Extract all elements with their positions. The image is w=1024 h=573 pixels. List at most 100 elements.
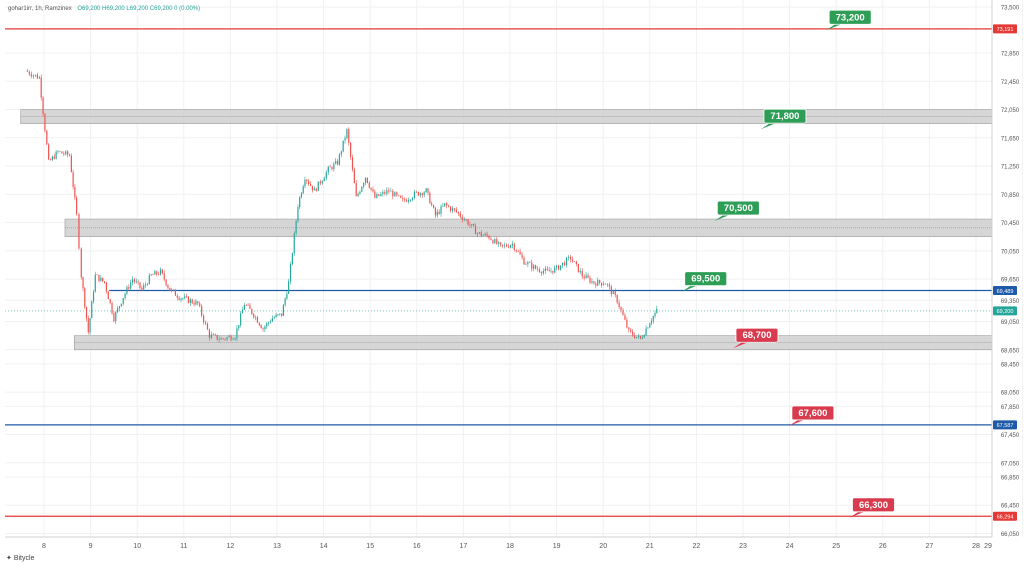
candle-body: [583, 276, 585, 279]
candle-body: [40, 77, 42, 98]
candle-body: [137, 281, 139, 283]
candle-body: [565, 257, 568, 266]
candle-body: [144, 284, 147, 286]
candle-body: [544, 268, 546, 271]
candle-body: [115, 312, 117, 322]
candle-body: [579, 270, 581, 273]
candle-body: [382, 191, 384, 194]
candle-body: [126, 287, 128, 294]
candle-body: [614, 291, 616, 296]
candle-body: [386, 190, 388, 194]
x-tick-label: 17: [460, 543, 468, 550]
axis-price-tag: [993, 511, 1017, 521]
candle-body: [251, 309, 253, 314]
candle-body: [559, 265, 562, 270]
candle-body: [622, 310, 624, 316]
candle-body: [408, 200, 410, 202]
candle-body: [478, 232, 480, 234]
candle-body: [249, 305, 251, 310]
candle-body: [203, 315, 205, 323]
candle-body: [293, 233, 295, 254]
candle-body: [606, 283, 609, 285]
candle-body: [368, 182, 370, 188]
candle-body: [268, 322, 270, 324]
x-tick-label: 8: [42, 543, 46, 550]
candle-body: [321, 181, 323, 184]
candle-body: [258, 322, 260, 326]
axis-price-tag-label: 66,294: [997, 515, 1014, 521]
candle-body: [620, 307, 622, 311]
candle-body: [351, 157, 354, 170]
candle-body: [124, 293, 126, 299]
candle-body: [163, 273, 165, 280]
candle-body: [111, 303, 113, 314]
candle-body: [492, 240, 494, 244]
candle-body: [152, 274, 154, 276]
candle-body: [113, 313, 115, 322]
candle-body: [361, 186, 363, 192]
candle-body: [44, 114, 46, 131]
x-tick-label: 10: [133, 543, 141, 550]
candle-body: [406, 200, 408, 202]
candle-body: [404, 199, 406, 201]
candle-body: [601, 282, 603, 286]
label-pointer: [732, 342, 748, 349]
candle-body: [243, 305, 245, 310]
candle-body: [102, 277, 104, 282]
candle-body: [402, 197, 404, 200]
brand-bird-icon: ✦: [6, 555, 12, 562]
candle-body: [74, 186, 76, 198]
candle-body: [89, 318, 91, 333]
candle-body: [527, 262, 529, 265]
axes: 8 9 10 11 12 13 14 15 16 17 18 19 20 21 22 23 24 25 26 27 28…: [5, 0, 1020, 550]
y-tick-label: 66,050: [1001, 532, 1020, 538]
candle-body: [423, 192, 425, 196]
x-tick-label: 25: [832, 543, 840, 550]
candle-body: [344, 138, 346, 141]
candle-body: [302, 186, 304, 194]
candle-body: [220, 338, 222, 340]
candle-body: [323, 178, 325, 182]
candle-body: [649, 323, 651, 328]
candle-body: [165, 279, 167, 286]
x-tick-label: 9: [89, 543, 93, 550]
y-tick-label: 70,850: [1001, 193, 1020, 199]
candle-body: [645, 328, 647, 336]
label-pointer: [714, 215, 730, 222]
ohlc-readout: O69,200 H69,200 L69,200 C69,200 0 (0.00%…: [77, 6, 201, 12]
candle-body: [94, 274, 96, 292]
y-tick-label: 69,650: [1001, 278, 1020, 284]
candle-body: [390, 190, 392, 192]
x-tick-label: 27: [926, 543, 934, 550]
candle-body: [46, 130, 48, 145]
target-label-box: [828, 9, 872, 25]
candle-body: [436, 211, 438, 216]
candle-body: [180, 298, 182, 300]
candle-body: [135, 281, 137, 283]
candle-body: [413, 191, 416, 198]
candle-body: [647, 327, 649, 329]
candle-body: [533, 265, 535, 269]
candle-body: [650, 320, 653, 324]
target-label-text: 68,700: [742, 330, 771, 341]
candle-body: [630, 329, 632, 332]
candle-body: [57, 151, 59, 152]
candle-body: [471, 224, 473, 225]
candle-body: [587, 275, 589, 278]
candle-body: [150, 274, 152, 276]
candle-body: [236, 328, 238, 339]
y-tick-label: 68,650: [1001, 348, 1020, 354]
candle-body: [427, 188, 429, 193]
zone-box: [20, 109, 993, 124]
candle-body: [540, 271, 543, 274]
y-tick-label: 72,450: [1001, 80, 1020, 86]
candle-body: [467, 220, 469, 225]
candle-body: [575, 261, 578, 264]
candle-body: [608, 284, 611, 287]
y-tick-label: 70,450: [1001, 221, 1020, 227]
candle-body: [264, 326, 266, 330]
candle-body: [561, 262, 564, 266]
candle-body: [65, 151, 67, 155]
candle-body: [158, 274, 160, 275]
